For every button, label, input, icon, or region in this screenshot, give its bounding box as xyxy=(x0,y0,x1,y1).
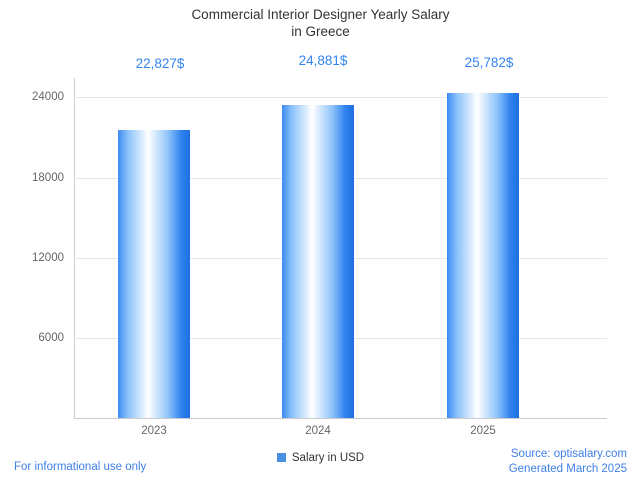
informational-note: For informational use only xyxy=(14,461,147,473)
legend-label-salary[interactable]: Salary in USD xyxy=(291,452,365,464)
y-axis-line xyxy=(74,78,75,419)
generated-label: Generated March 2025 xyxy=(508,463,627,475)
chart-legend: Salary in USD xyxy=(0,452,641,464)
bar-label-2023: 22,827$ xyxy=(135,56,185,71)
source-label: Source: optisalary.com xyxy=(510,448,627,460)
chart-title: Commercial Interior Designer Yearly Sala… xyxy=(191,7,450,39)
source-block: Source: optisalary.com Generated March 2… xyxy=(367,447,627,477)
plot-area xyxy=(74,78,607,419)
gridline-24000 xyxy=(74,97,607,98)
bar-2024[interactable] xyxy=(282,105,354,418)
bar-label-2025: 25,782$ xyxy=(464,55,514,70)
y-tick-label-24000: 24000 xyxy=(32,91,64,103)
y-tick-label-6000: 6000 xyxy=(38,332,64,344)
bar-label-2024: 24,881$ xyxy=(298,53,348,68)
bar-2025[interactable] xyxy=(447,93,519,418)
legend-swatch-icon xyxy=(276,453,286,462)
x-tick-label-2024: 2024 xyxy=(305,425,331,437)
x-axis-line xyxy=(74,418,607,419)
bar-2023[interactable] xyxy=(118,130,190,418)
x-tick-label-2023: 2023 xyxy=(141,425,167,437)
y-tick-label-12000: 12000 xyxy=(32,252,64,264)
x-tick-label-2025: 2025 xyxy=(470,425,496,437)
y-tick-label-18000: 18000 xyxy=(32,172,64,184)
